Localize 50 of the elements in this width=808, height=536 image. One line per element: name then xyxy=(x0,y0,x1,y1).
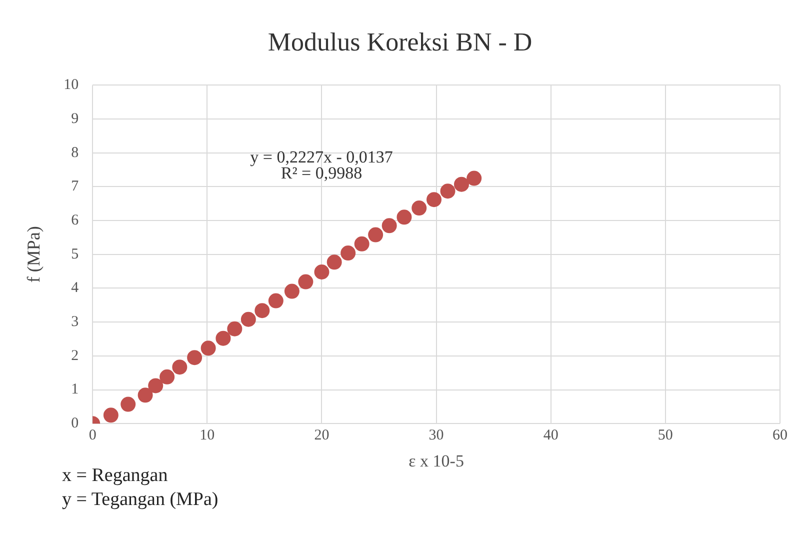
point xyxy=(216,330,231,346)
point xyxy=(160,369,175,384)
x-tick-label: 30 xyxy=(428,428,444,444)
y-tick-label: 10 xyxy=(64,77,79,94)
x-tick-label: 20 xyxy=(314,428,330,444)
y-tick-label: 4 xyxy=(71,280,80,296)
point xyxy=(382,218,397,234)
point xyxy=(396,210,412,225)
point xyxy=(314,264,330,280)
y-tick-label: 5 xyxy=(71,246,79,262)
text: x = Regangan xyxy=(62,464,169,488)
point xyxy=(368,227,384,242)
point xyxy=(466,170,482,186)
point xyxy=(340,246,356,261)
x-tick-label: 40 xyxy=(543,428,558,444)
point xyxy=(268,293,284,308)
point xyxy=(138,388,153,403)
point xyxy=(227,321,242,336)
point xyxy=(254,303,270,318)
text: y = Tegangan (MPa) xyxy=(62,488,218,512)
point xyxy=(187,350,202,366)
chart-title: Modulus Koreksi BN - D xyxy=(268,27,532,56)
y-tick-label: 7 xyxy=(71,178,80,195)
x-axis-title: ε x 10-5 xyxy=(408,451,464,470)
y-tick-label: 9 xyxy=(71,110,79,127)
y-tick-label: 1 xyxy=(71,382,79,398)
point xyxy=(120,396,136,412)
x-tick-label: 50 xyxy=(658,428,673,444)
x-tick-label: 10 xyxy=(200,428,215,444)
point xyxy=(148,378,164,394)
y-tick-label: 3 xyxy=(71,314,79,330)
point xyxy=(172,360,188,375)
y-tick-label: 6 xyxy=(71,212,80,228)
x-tick-label: 60 xyxy=(772,428,788,444)
point xyxy=(103,408,118,423)
point xyxy=(240,312,256,327)
point xyxy=(440,184,456,199)
point xyxy=(284,284,300,299)
y-axis-title: f (MPa) xyxy=(24,226,44,283)
x-tick-label: 0 xyxy=(88,428,96,444)
point xyxy=(454,176,470,192)
y-tick-label: 8 xyxy=(71,144,79,161)
point xyxy=(426,192,442,208)
y-tick-label: 2 xyxy=(71,348,79,364)
point xyxy=(326,254,342,270)
y-tick-label: 0 xyxy=(71,416,79,432)
point xyxy=(298,274,314,290)
point xyxy=(354,236,370,252)
point xyxy=(412,200,427,216)
point xyxy=(200,340,216,356)
